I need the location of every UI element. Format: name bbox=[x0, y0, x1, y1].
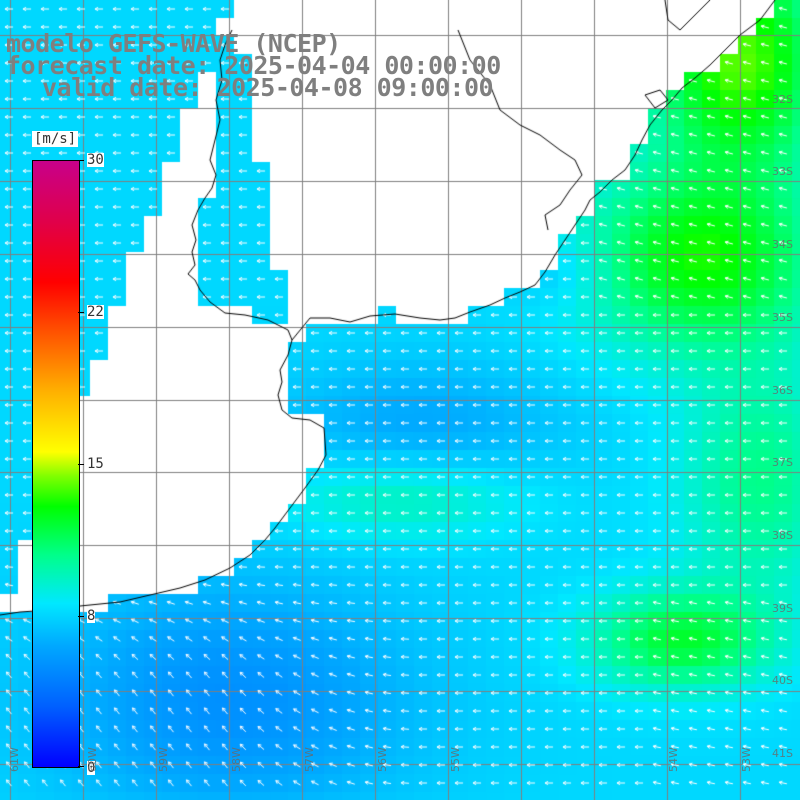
lat-label: 38S bbox=[772, 529, 793, 542]
lon-label: 53W bbox=[740, 747, 753, 772]
lon-label: 54W bbox=[667, 747, 680, 772]
colorbar-tickmark bbox=[78, 616, 84, 617]
colorbar-tickmark bbox=[78, 766, 84, 767]
colorbar-tick-8: 8 bbox=[87, 608, 96, 624]
model-title: modelo GEFS-WAVE (NCEP) bbox=[6, 29, 341, 58]
lon-label: 56W bbox=[376, 747, 389, 772]
valid-date: valid date: 2025-04-08 09:00:00 bbox=[42, 73, 494, 102]
lat-label: 36S bbox=[772, 384, 793, 397]
lat-label: 41S bbox=[772, 747, 793, 760]
lat-label: 39S bbox=[772, 602, 793, 615]
forecast-date: forecast date: 2025-04-04 00:00:00 bbox=[6, 51, 501, 80]
lat-label: 34S bbox=[772, 238, 793, 251]
lat-label: 40S bbox=[772, 674, 793, 687]
lat-label: 32S bbox=[772, 93, 793, 106]
lat-label: 35S bbox=[772, 311, 793, 324]
colorbar-tick-0: 0 bbox=[87, 760, 96, 776]
colorbar-tick-30: 30 bbox=[87, 152, 104, 168]
lon-label: 61W bbox=[8, 747, 21, 772]
lat-label: 33S bbox=[772, 165, 793, 178]
colorbar bbox=[32, 160, 80, 768]
lon-label: 59W bbox=[157, 747, 170, 772]
colorbar-tickmark bbox=[78, 160, 84, 161]
lon-label: 58W bbox=[230, 747, 243, 772]
lat-label: 37S bbox=[772, 456, 793, 469]
colorbar-tick-15: 15 bbox=[87, 456, 104, 472]
lon-label: 57W bbox=[303, 747, 316, 772]
colorbar-tickmark bbox=[78, 312, 84, 313]
colorbar-tick-22: 22 bbox=[87, 304, 104, 320]
colorbar-unit: [m/s] bbox=[32, 131, 79, 147]
lon-label: 60W bbox=[86, 747, 99, 772]
colorbar-tickmark bbox=[78, 464, 84, 465]
lon-label: 55W bbox=[449, 747, 462, 772]
